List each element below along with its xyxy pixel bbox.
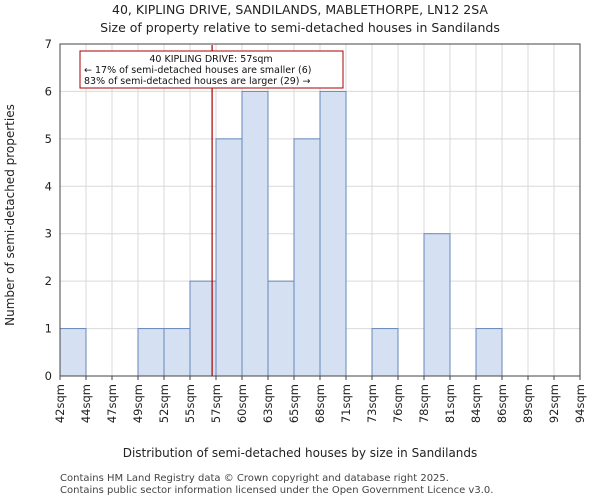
y-tick-label: 5 bbox=[45, 132, 52, 146]
y-axis-label: Number of semi-detached properties bbox=[3, 104, 17, 326]
annotation-line-2: ← 17% of semi-detached houses are smalle… bbox=[84, 65, 312, 76]
x-tick-label: 52sqm bbox=[157, 384, 171, 423]
chart-title: 40, KIPLING DRIVE, SANDILANDS, MABLETHOR… bbox=[112, 2, 488, 17]
x-tick-label: 63sqm bbox=[261, 384, 275, 423]
x-tick-label: 49sqm bbox=[131, 384, 145, 423]
chart-subtitle: Size of property relative to semi-detach… bbox=[100, 20, 500, 35]
histogram-bar bbox=[215, 138, 243, 377]
x-tick-label: 92sqm bbox=[547, 384, 561, 423]
x-tick-label: 84sqm bbox=[469, 384, 483, 423]
y-tick-labels: 0 1 2 3 4 5 6 7 bbox=[45, 37, 52, 383]
histogram-bar bbox=[475, 328, 503, 377]
x-tick-label: 76sqm bbox=[391, 384, 405, 423]
x-tick-label: 68sqm bbox=[313, 384, 327, 423]
x-tick-label: 81sqm bbox=[443, 384, 457, 423]
histogram-bar bbox=[319, 90, 347, 377]
histogram-bar bbox=[293, 138, 321, 377]
x-tick-label: 55sqm bbox=[183, 384, 197, 423]
annotation-line-3: 83% of semi-detached houses are larger (… bbox=[84, 76, 311, 87]
x-tick-label: 71sqm bbox=[339, 384, 353, 423]
y-tick-label: 0 bbox=[45, 369, 52, 383]
y-tick-label: 3 bbox=[45, 227, 52, 241]
x-tick-labels: 42sqm 44sqm 47sqm 49sqm 52sqm 55sqm 57sqm 60sqm… bbox=[53, 376, 587, 423]
y-tick-label: 6 bbox=[45, 84, 52, 98]
footer-line-2: Contains public sector information licen… bbox=[60, 485, 493, 496]
x-tick-label: 73sqm bbox=[365, 384, 379, 423]
y-tick-label: 4 bbox=[45, 179, 52, 193]
histogram-bar bbox=[241, 90, 269, 377]
x-tick-label: 60sqm bbox=[235, 384, 249, 423]
x-tick-label: 44sqm bbox=[79, 384, 93, 423]
histogram-bar bbox=[163, 328, 191, 377]
x-tick-label: 65sqm bbox=[287, 384, 301, 423]
y-tick-label: 2 bbox=[45, 274, 52, 288]
x-tick-label: 57sqm bbox=[209, 384, 223, 423]
histogram-bar bbox=[267, 280, 295, 377]
y-tick-label: 1 bbox=[45, 322, 52, 336]
y-tick-label: 7 bbox=[45, 37, 52, 51]
annotation-line-1: 40 KIPLING DRIVE: 57sqm bbox=[149, 54, 272, 65]
x-tick-label: 94sqm bbox=[573, 384, 587, 423]
x-tick-label: 89sqm bbox=[521, 384, 535, 423]
annotation-frame bbox=[79, 50, 344, 89]
histogram-bar bbox=[371, 328, 399, 377]
footer-line-1: Contains HM Land Registry data © Crown c… bbox=[60, 473, 449, 484]
histogram-bar bbox=[59, 328, 87, 377]
annotation-box: 40 KIPLING DRIVE: 57sqm ← 17% of semi-de… bbox=[79, 50, 344, 89]
histogram-bar bbox=[137, 328, 165, 377]
x-tick-label: 42sqm bbox=[53, 384, 67, 423]
x-tick-label: 86sqm bbox=[495, 384, 509, 423]
x-axis-label: Distribution of semi-detached houses by … bbox=[123, 446, 478, 460]
histogram-bar bbox=[423, 233, 451, 377]
x-tick-label: 78sqm bbox=[417, 384, 431, 423]
x-tick-label: 47sqm bbox=[105, 384, 119, 423]
